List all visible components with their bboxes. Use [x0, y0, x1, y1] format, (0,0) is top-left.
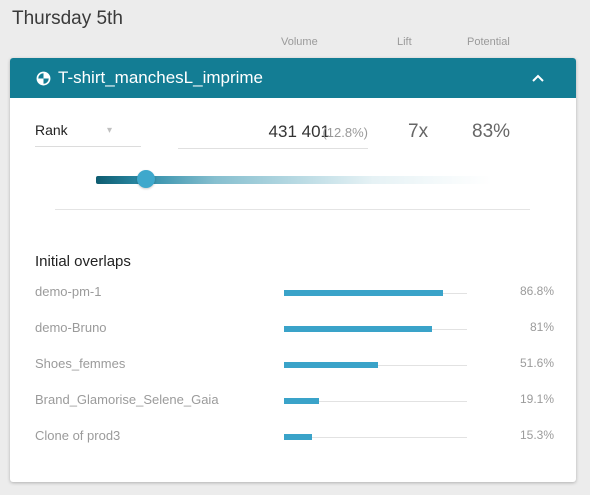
overlap-row: demo-Bruno 81% — [10, 320, 576, 340]
volume-value: 431 401 — [268, 122, 330, 141]
rank-select-label: Rank — [35, 122, 68, 138]
column-header-volume: Volume — [281, 36, 318, 48]
overlap-percent: 19.1% — [519, 392, 554, 406]
column-headers: Volume Lift Potential — [0, 36, 590, 52]
potential-value: 83% — [472, 121, 511, 142]
overlap-name: Clone of prod3 — [35, 428, 121, 443]
segment-card: T-shirt_manchesL_imprime Rank ▾ 431 401 … — [10, 58, 576, 482]
rank-select[interactable]: Rank ▾ — [35, 122, 141, 147]
column-header-potential: Potential — [467, 36, 510, 48]
overlap-track — [284, 437, 467, 438]
chevron-down-icon: ▾ — [107, 125, 113, 136]
column-header-lift: Lift — [397, 36, 412, 48]
overlap-bar — [284, 326, 432, 332]
volume-field: 431 401 (12.8%) — [178, 120, 368, 149]
overlap-bar — [284, 290, 443, 296]
overlap-percent: 51.6% — [519, 356, 554, 370]
overlap-percent: 86.8% — [519, 284, 554, 298]
segment-title: T-shirt_manchesL_imprime — [58, 68, 264, 87]
overlap-percent: 81% — [529, 320, 554, 334]
segment-pie-icon — [36, 71, 51, 86]
overlap-name: demo-pm-1 — [35, 284, 102, 299]
overlap-row: Clone of prod3 15.3% — [10, 428, 576, 448]
overlap-name: Brand_Glamorise_Selene_Gaia — [35, 392, 219, 407]
overlap-row: Brand_Glamorise_Selene_Gaia 19.1% — [10, 392, 576, 412]
lift-value: 7x — [408, 121, 429, 142]
segment-card-header[interactable]: T-shirt_manchesL_imprime — [10, 58, 576, 98]
overlap-percent: 15.3% — [519, 428, 554, 442]
overlap-track — [284, 401, 467, 402]
volume-slider-thumb[interactable] — [137, 170, 155, 188]
overlap-name: demo-Bruno — [35, 320, 107, 335]
collapse-button[interactable] — [528, 68, 548, 88]
overlap-name: Shoes_femmes — [35, 356, 126, 371]
overlap-bar — [284, 434, 312, 440]
volume-slider-track[interactable] — [96, 176, 492, 184]
day-title: Thursday 5th — [12, 8, 123, 29]
chevron-up-icon — [532, 69, 544, 87]
overlap-bar — [284, 398, 319, 404]
overlap-row: demo-pm-1 86.8% — [10, 284, 576, 304]
overlap-row: Shoes_femmes 51.6% — [10, 356, 576, 376]
divider — [55, 209, 530, 210]
overlaps-title: Initial overlaps — [35, 253, 131, 270]
overlap-bar — [284, 362, 378, 368]
volume-percent: (12.8%) — [322, 125, 368, 140]
